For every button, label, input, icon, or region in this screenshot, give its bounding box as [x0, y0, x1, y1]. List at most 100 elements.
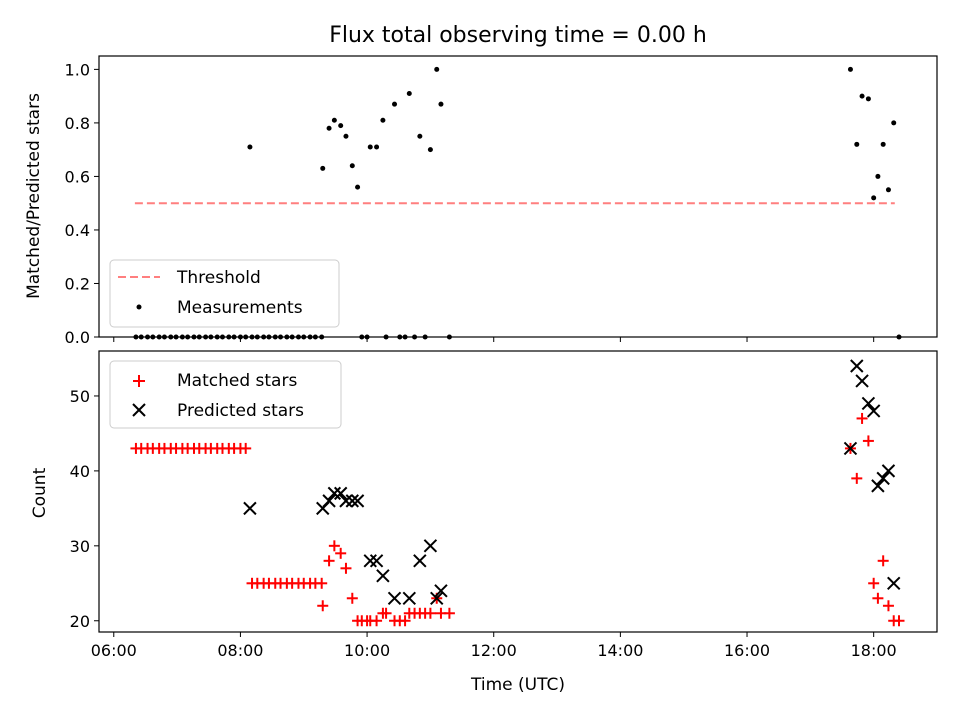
predicted-point [387, 591, 402, 605]
predicted-stars-series [243, 359, 901, 605]
measurement-point [417, 133, 423, 139]
predicted-point [413, 554, 427, 568]
x-tick-label: 14:00 [597, 641, 643, 660]
bottom-panel-marks [130, 359, 905, 627]
predicted-point [866, 404, 881, 418]
predicted-point [871, 479, 885, 493]
matched-point [856, 412, 868, 424]
measurement-point [438, 101, 444, 107]
matched-point [340, 562, 352, 574]
legend-matched-marker [133, 375, 145, 387]
matched-point [240, 442, 252, 454]
measurement-point [374, 144, 380, 150]
measurement-point [338, 123, 344, 129]
matched-point [317, 600, 329, 612]
predicted-point [339, 494, 353, 508]
bottom-legend: Matched stars Predicted stars [109, 360, 342, 429]
predicted-point [850, 359, 864, 373]
matched-point [862, 435, 874, 447]
legend-threshold-label: Threshold [176, 268, 261, 288]
matched-point [380, 607, 392, 619]
matched-point [893, 615, 905, 627]
legend-measurements-marker [136, 304, 142, 310]
predicted-point [333, 486, 348, 501]
measurement-point [891, 120, 897, 126]
measurement-point [406, 90, 412, 96]
measurement-point [349, 163, 355, 169]
y-tick-label: 30 [70, 537, 90, 556]
measurement-point [847, 66, 853, 72]
top-panel-frame [98, 55, 938, 338]
predicted-point [243, 501, 257, 516]
predicted-point [363, 554, 377, 568]
measurement-point [247, 144, 253, 150]
legend-matched-label: Matched stars [177, 371, 297, 391]
measurement-point [320, 165, 326, 171]
measurement-point [865, 96, 871, 102]
matched-point [346, 592, 358, 604]
measurement-point [859, 93, 865, 99]
measurement-point [875, 173, 881, 179]
bottom-panel-ylabel: Count [30, 467, 50, 518]
y-tick-label: 0.4 [65, 221, 90, 240]
y-tick-label: 50 [70, 387, 90, 406]
matched-point [424, 607, 436, 619]
matched-point [328, 540, 340, 552]
y-tick-label: 0.2 [65, 274, 90, 293]
predicted-point [350, 494, 365, 508]
measurement-point [854, 141, 860, 147]
measurement-point [392, 101, 398, 107]
predicted-point [861, 396, 876, 411]
matched-stars-series [130, 412, 905, 627]
predicted-point [345, 494, 360, 508]
y-tick-label: 0.8 [65, 114, 90, 133]
predicted-point [376, 569, 390, 583]
top-panel-ylabel: Matched/Predicted stars [24, 93, 44, 299]
x-tick-label: 06:00 [91, 641, 137, 660]
matched-point [323, 555, 335, 567]
measurement-point [380, 117, 386, 123]
predicted-point [843, 441, 858, 456]
matched-point [868, 577, 880, 589]
x-tick-label: 18:00 [851, 641, 897, 660]
matched-point [877, 555, 889, 567]
predicted-point [434, 584, 448, 598]
bottom-panel: 06:00 08:00 10:00 12:00 14:00 16:00 18:00 20 30 4… [30, 350, 938, 695]
matched-point [882, 600, 894, 612]
predicted-point [876, 471, 890, 486]
matched-point [316, 577, 328, 589]
x-tick-label: 12:00 [471, 641, 517, 660]
measurement-point [343, 133, 349, 139]
measurement-point [871, 195, 877, 201]
matched-point [399, 615, 411, 627]
matched-point [851, 472, 863, 484]
predicted-point [881, 464, 896, 478]
matched-point [443, 607, 455, 619]
bottom-panel-frame [98, 350, 938, 633]
legend-predicted-marker [132, 403, 146, 417]
legend-predicted-label: Predicted stars [177, 401, 304, 421]
predicted-point [327, 486, 342, 501]
y-tick-label: 1.0 [65, 60, 90, 79]
measurement-point [434, 66, 440, 72]
top-legend: Threshold Measurements [109, 259, 340, 328]
measurement-point [331, 117, 337, 123]
matched-point [371, 615, 383, 627]
measurement-point [885, 187, 891, 193]
measurement-point [367, 144, 373, 150]
predicted-point [369, 554, 384, 568]
y-tick-label: 40 [70, 462, 90, 481]
predicted-point [402, 591, 416, 605]
predicted-point [423, 539, 438, 553]
predicted-point [887, 576, 901, 591]
measurement-point [427, 147, 433, 153]
predicted-point [855, 374, 869, 388]
top-panel: 0.0 0.2 0.4 0.6 0.8 1.0 Matched/Predicted sta… [24, 55, 938, 347]
measurement-point [355, 184, 361, 190]
bottom-panel-xlabel: Time (UTC) [470, 675, 565, 695]
y-tick-label: 0.6 [65, 167, 90, 186]
predicted-point [430, 591, 444, 605]
y-tick-label: 20 [70, 612, 90, 631]
x-tick-label: 16:00 [724, 641, 770, 660]
